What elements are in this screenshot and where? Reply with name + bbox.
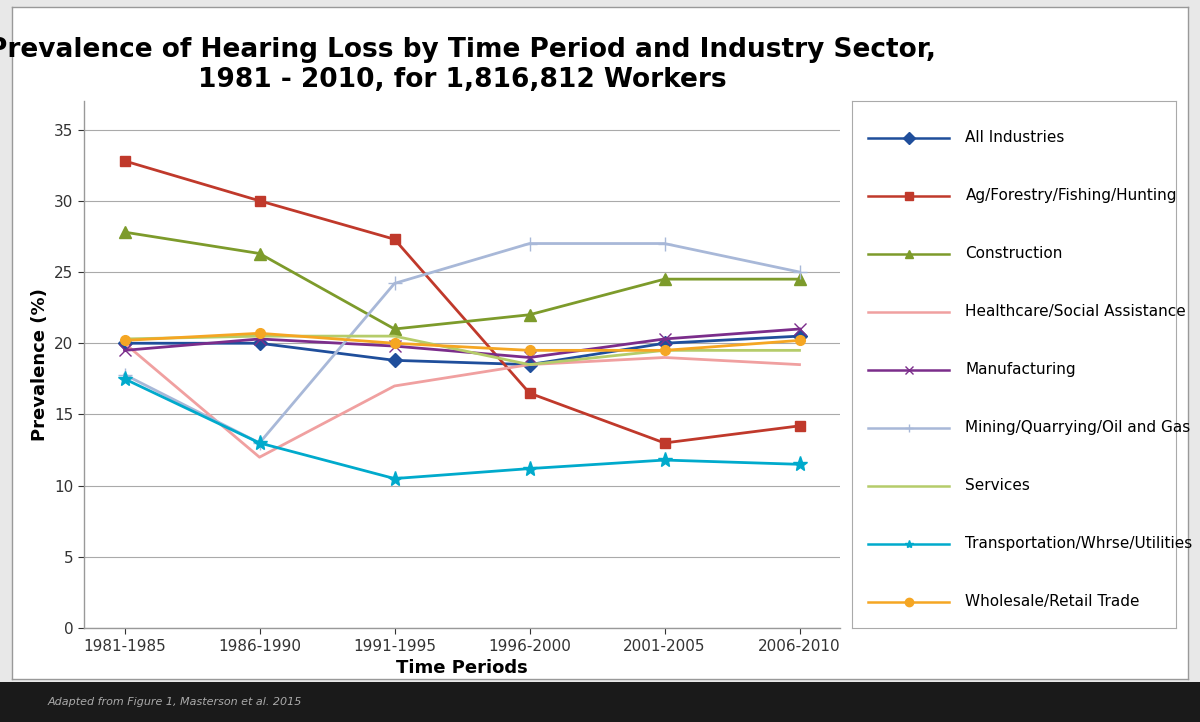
Wholesale/Retail Trade: [658, 346, 672, 355]
Ag/Forestry/Fishing/Hunting: [252, 196, 266, 205]
Line: Services: Services: [125, 336, 799, 365]
Line: Transportation/Whrse/Utilities: Transportation/Whrse/Utilities: [116, 371, 808, 486]
Mining/Quarrying/Oil and Gas: [658, 239, 672, 248]
Construction: [792, 275, 806, 284]
Construction: [522, 310, 536, 319]
Text: Wholesale/Retail Trade: Wholesale/Retail Trade: [965, 594, 1140, 609]
Mining/Quarrying/Oil and Gas: [388, 279, 402, 288]
Transportation/Whrse/Utilities: [388, 474, 402, 483]
Mining/Quarrying/Oil and Gas: [792, 268, 806, 277]
Manufacturing: [118, 346, 132, 355]
Construction: [388, 325, 402, 334]
Services: [792, 346, 806, 355]
Ag/Forestry/Fishing/Hunting: [658, 439, 672, 448]
Text: Manufacturing: Manufacturing: [965, 362, 1076, 378]
Transportation/Whrse/Utilities: [118, 375, 132, 383]
Text: Services: Services: [965, 479, 1031, 493]
Ag/Forestry/Fishing/Hunting: [522, 388, 536, 397]
Wholesale/Retail Trade: [252, 329, 266, 338]
Manufacturing: [658, 334, 672, 343]
Transportation/Whrse/Utilities: [658, 456, 672, 464]
Healthcare/Social Assistance: [118, 339, 132, 347]
Line: Wholesale/Retail Trade: Wholesale/Retail Trade: [120, 329, 804, 355]
Text: Healthcare/Social Assistance: Healthcare/Social Assistance: [965, 305, 1186, 319]
All Industries: [792, 332, 806, 341]
Services: [118, 334, 132, 343]
Text: Adapted from Figure 1, Masterson et al. 2015: Adapted from Figure 1, Masterson et al. …: [48, 697, 302, 707]
All Industries: [252, 339, 266, 347]
Text: Ag/Forestry/Fishing/Hunting: Ag/Forestry/Fishing/Hunting: [965, 188, 1177, 204]
All Industries: [522, 360, 536, 369]
Healthcare/Social Assistance: [522, 360, 536, 369]
Text: Prevalence of Hearing Loss by Time Period and Industry Sector,
1981 - 2010, for : Prevalence of Hearing Loss by Time Perio…: [0, 37, 936, 93]
Wholesale/Retail Trade: [522, 346, 536, 355]
Healthcare/Social Assistance: [252, 453, 266, 461]
Manufacturing: [252, 334, 266, 343]
X-axis label: Time Periods: Time Periods: [396, 659, 528, 677]
Healthcare/Social Assistance: [792, 360, 806, 369]
Line: Ag/Forestry/Fishing/Hunting: Ag/Forestry/Fishing/Hunting: [120, 156, 804, 448]
Services: [388, 332, 402, 341]
Line: Mining/Quarrying/Oil and Gas: Mining/Quarrying/Oil and Gas: [118, 237, 806, 450]
All Industries: [118, 339, 132, 347]
Y-axis label: Prevalence (%): Prevalence (%): [31, 288, 49, 441]
Wholesale/Retail Trade: [792, 336, 806, 344]
Transportation/Whrse/Utilities: [792, 460, 806, 469]
Ag/Forestry/Fishing/Hunting: [118, 157, 132, 165]
Ag/Forestry/Fishing/Hunting: [792, 422, 806, 430]
Wholesale/Retail Trade: [118, 336, 132, 344]
Line: Manufacturing: Manufacturing: [119, 323, 805, 364]
All Industries: [388, 356, 402, 365]
Mining/Quarrying/Oil and Gas: [252, 439, 266, 448]
Healthcare/Social Assistance: [658, 353, 672, 362]
Transportation/Whrse/Utilities: [522, 464, 536, 473]
Healthcare/Social Assistance: [388, 382, 402, 391]
Text: Transportation/Whrse/Utilities: Transportation/Whrse/Utilities: [965, 536, 1193, 552]
Line: All Industries: All Industries: [120, 331, 804, 370]
Services: [522, 360, 536, 369]
Transportation/Whrse/Utilities: [252, 439, 266, 448]
Manufacturing: [792, 325, 806, 334]
Construction: [118, 228, 132, 237]
Services: [658, 346, 672, 355]
Construction: [658, 275, 672, 284]
All Industries: [658, 339, 672, 347]
Services: [252, 332, 266, 341]
Text: All Industries: All Industries: [965, 131, 1064, 145]
Text: Mining/Quarrying/Oil and Gas: Mining/Quarrying/Oil and Gas: [965, 420, 1190, 435]
Ag/Forestry/Fishing/Hunting: [388, 235, 402, 243]
Wholesale/Retail Trade: [388, 339, 402, 347]
Construction: [252, 249, 266, 258]
Mining/Quarrying/Oil and Gas: [522, 239, 536, 248]
Line: Construction: Construction: [119, 227, 805, 334]
Manufacturing: [388, 342, 402, 350]
Line: Healthcare/Social Assistance: Healthcare/Social Assistance: [125, 343, 799, 457]
Mining/Quarrying/Oil and Gas: [118, 370, 132, 379]
Manufacturing: [522, 353, 536, 362]
Text: Construction: Construction: [965, 246, 1063, 261]
